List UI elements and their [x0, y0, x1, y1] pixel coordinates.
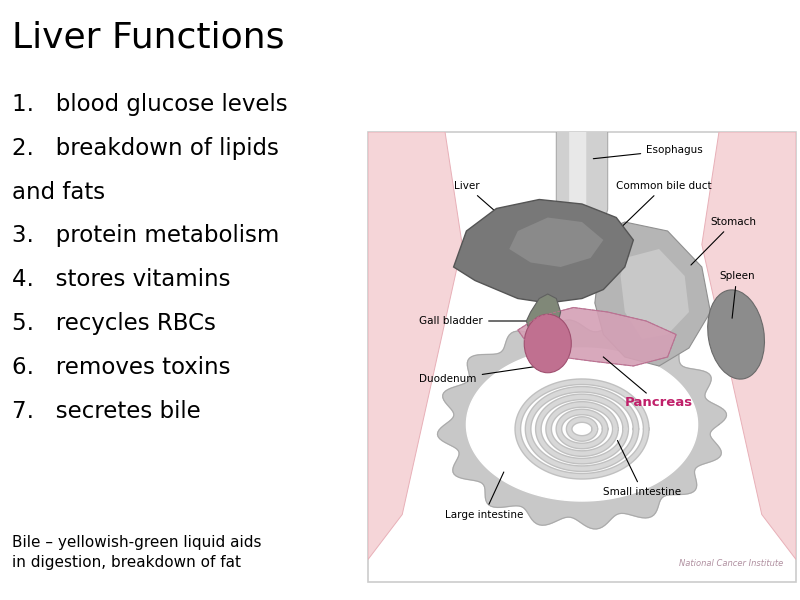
Text: Liver: Liver	[454, 181, 516, 229]
Text: Liver Functions: Liver Functions	[12, 21, 285, 55]
Text: 5.   recycles RBCs: 5. recycles RBCs	[12, 312, 216, 335]
Ellipse shape	[708, 290, 765, 379]
Text: Small intestine: Small intestine	[603, 440, 682, 497]
Polygon shape	[702, 132, 796, 559]
Text: Gall bladder: Gall bladder	[419, 316, 532, 326]
Text: Esophagus: Esophagus	[594, 145, 703, 159]
Text: 7.   secretes bile: 7. secretes bile	[12, 400, 201, 422]
Polygon shape	[518, 307, 676, 366]
Text: and fats: and fats	[12, 181, 105, 203]
Text: Pancreas: Pancreas	[625, 395, 693, 409]
Polygon shape	[621, 249, 689, 339]
Polygon shape	[438, 320, 726, 529]
Text: 2.   breakdown of lipids: 2. breakdown of lipids	[12, 137, 279, 160]
Text: Bile – yellowish-green liquid aids
in digestion, breakdown of fat: Bile – yellowish-green liquid aids in di…	[12, 535, 262, 570]
Text: Stomach: Stomach	[691, 217, 757, 265]
FancyBboxPatch shape	[569, 130, 586, 206]
Text: 1.   blood glucose levels: 1. blood glucose levels	[12, 93, 288, 116]
Polygon shape	[368, 132, 462, 559]
Text: Duodenum: Duodenum	[419, 367, 537, 385]
Text: 3.   protein metabolism: 3. protein metabolism	[12, 224, 279, 247]
Text: Large intestine: Large intestine	[445, 472, 523, 520]
Text: National Cancer Institute: National Cancer Institute	[679, 559, 783, 569]
Text: 4.   stores vitamins: 4. stores vitamins	[12, 268, 230, 291]
FancyBboxPatch shape	[556, 116, 608, 215]
Text: Common bile duct: Common bile duct	[606, 181, 712, 242]
Polygon shape	[510, 217, 603, 267]
Polygon shape	[595, 222, 710, 366]
Text: 6.   removes toxins: 6. removes toxins	[12, 356, 230, 379]
Text: Spleen: Spleen	[719, 271, 754, 318]
Bar	[368, 132, 796, 582]
Polygon shape	[526, 294, 561, 339]
Polygon shape	[466, 348, 698, 501]
Ellipse shape	[524, 314, 571, 373]
Polygon shape	[454, 199, 634, 303]
